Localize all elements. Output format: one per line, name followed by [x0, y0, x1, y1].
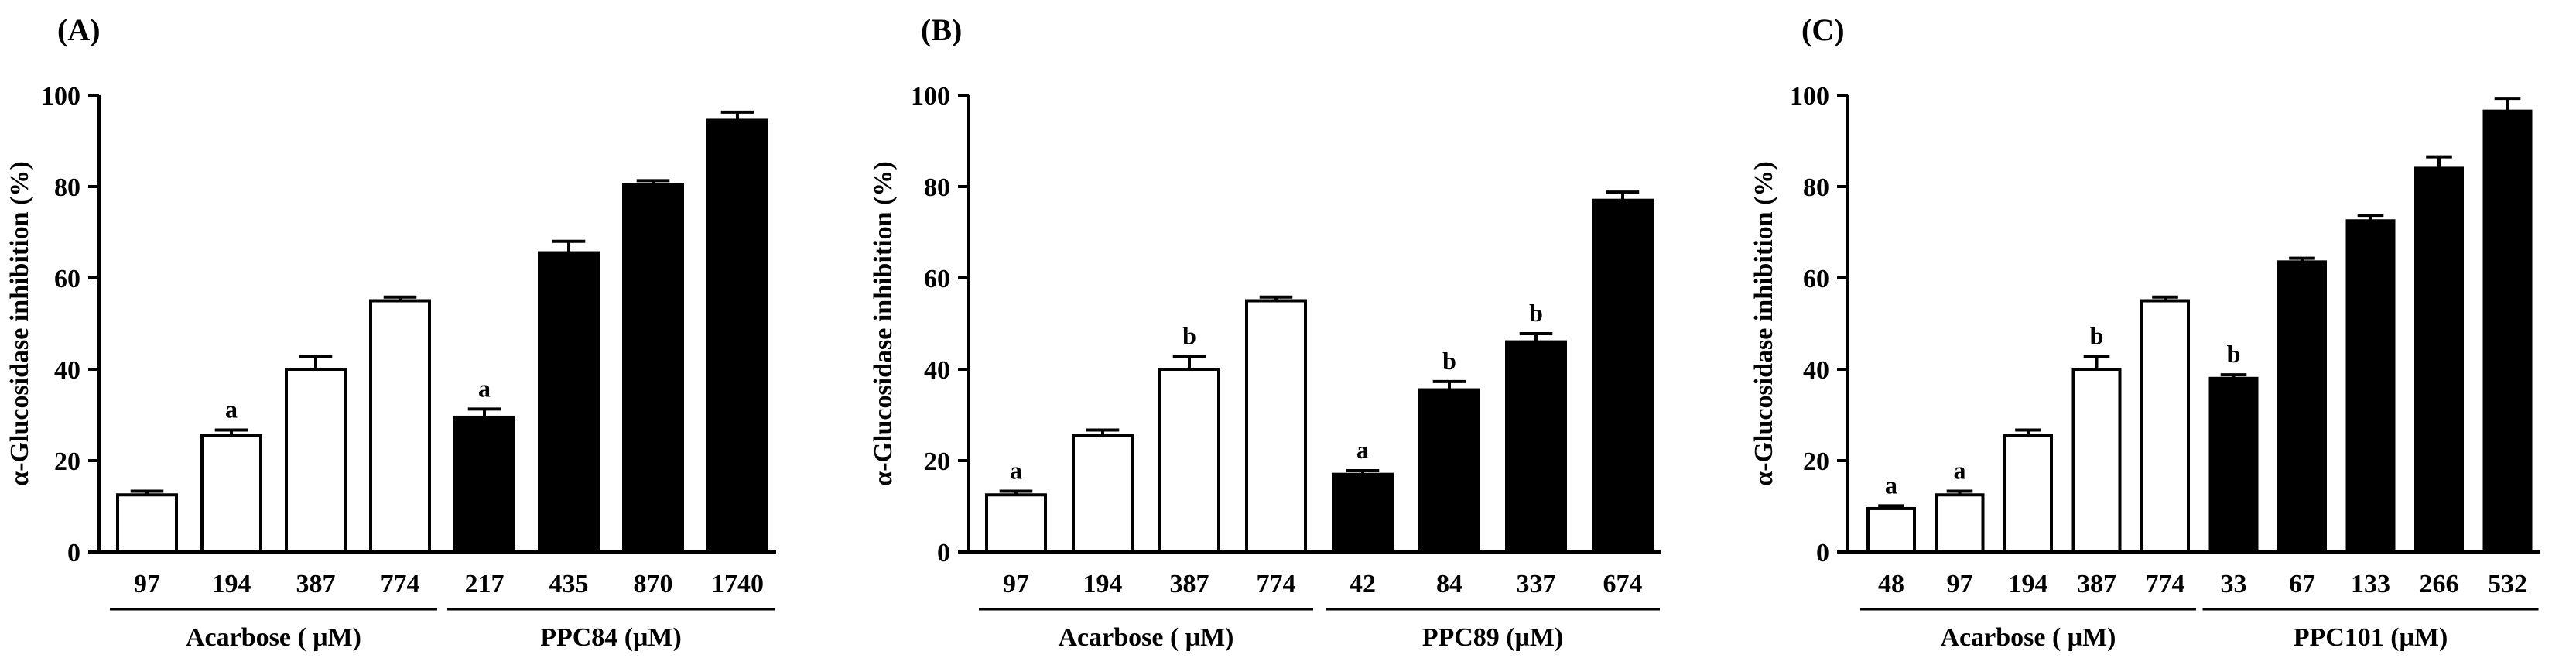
x-tick-label: 774 [381, 570, 420, 598]
y-tick-label: 20 [924, 447, 950, 476]
x-tick-label: 387 [2077, 570, 2116, 598]
bar-194 [1072, 434, 1134, 554]
bar-1740 [706, 118, 768, 554]
bar-48 [1866, 506, 1916, 554]
x-tick-label: 97 [1947, 570, 1973, 598]
panel-label: (A) [57, 12, 101, 47]
y-tick-label: 40 [54, 356, 80, 385]
significance-letter: a [1954, 457, 1966, 485]
panel-label: (B) [921, 12, 962, 47]
y-tick-label: 60 [924, 265, 950, 293]
bar-435 [538, 251, 600, 554]
panel-label: (C) [1801, 12, 1845, 47]
x-tick-label: 532 [2488, 570, 2527, 598]
y-axis-title: α-Glucosidase inhibition (%) [1750, 161, 1778, 486]
significance-letter: a [1885, 471, 1897, 499]
group-label: PPC89 (μM) [1422, 623, 1564, 652]
x-tick-label: 774 [1257, 570, 1296, 598]
x-tick-label: 48 [1878, 570, 1904, 598]
x-tick-label: 84 [1436, 570, 1462, 598]
x-tick-label: 97 [134, 570, 160, 598]
bar-42 [1332, 472, 1394, 554]
x-tick-label: 194 [1083, 570, 1123, 598]
bar-97 [116, 493, 178, 554]
bar-674 [1592, 198, 1654, 554]
x-tick-label: 67 [2289, 570, 2315, 598]
chart-panel-b: (B) α-Glucosidase inhibition (%) 0 20 40 60 80… [869, 12, 1661, 652]
bar-266 [2414, 166, 2464, 554]
x-tick-label: 387 [296, 570, 336, 598]
x-tick-label: 133 [2351, 570, 2390, 598]
x-tick-label: 194 [2009, 570, 2048, 598]
bar-33 [2208, 376, 2259, 554]
group-label: Acarbose ( μM) [1941, 623, 2116, 652]
group-label: Acarbose ( μM) [1059, 623, 1234, 652]
chart-panel-c: (C) α-Glucosidase inhibition (%) 0 20 40 60 80… [1750, 12, 2540, 652]
x-tick-label: 870 [634, 570, 673, 598]
significance-letter: a [478, 374, 491, 402]
bar-387 [2071, 368, 2122, 554]
significance-letter: a [225, 395, 238, 423]
x-tick-label: 337 [1517, 570, 1556, 598]
y-tick-label: 80 [54, 173, 80, 202]
y-axis-title: α-Glucosidase inhibition (%) [869, 161, 898, 486]
y-tick-label: 20 [54, 447, 80, 476]
y-axis-title: α-Glucosidase inhibition (%) [5, 161, 34, 486]
significance-letter: a [1356, 436, 1369, 464]
significance-letter: b [1182, 321, 1196, 349]
y-tick-label: 80 [1803, 173, 1829, 202]
y-tick-label: 20 [1803, 447, 1829, 476]
y-tick-label: 80 [924, 173, 950, 202]
x-tick-label: 266 [2420, 570, 2459, 598]
bar-774 [2140, 299, 2190, 554]
group-label: Acarbose ( μM) [186, 623, 361, 652]
bar-774 [1245, 299, 1307, 554]
y-tick-label: 0 [1816, 539, 1829, 567]
bar-67 [2277, 260, 2327, 554]
y-tick-label: 40 [1803, 356, 1829, 385]
x-tick-label: 194 [212, 570, 251, 598]
y-tick-label: 0 [937, 539, 950, 567]
y-tick-label: 100 [911, 82, 950, 111]
bar-387 [285, 368, 347, 554]
bar-774 [369, 299, 431, 554]
group-label: PPC84 (μM) [540, 623, 682, 652]
y-tick-label: 100 [41, 82, 80, 111]
bar-97 [985, 493, 1047, 554]
x-tick-label: 1740 [711, 570, 764, 598]
significance-letter: b [1529, 299, 1543, 327]
x-tick-label: 435 [549, 570, 589, 598]
bar-97 [1935, 493, 1985, 554]
bar-84 [1418, 388, 1480, 554]
significance-letter: a [1010, 457, 1022, 485]
x-tick-label: 774 [2146, 570, 2185, 598]
bar-133 [2345, 219, 2396, 554]
x-tick-label: 33 [2221, 570, 2247, 598]
bar-194 [2003, 434, 2053, 554]
x-tick-label: 674 [1603, 570, 1643, 598]
bar-194 [200, 434, 262, 554]
x-tick-label: 97 [1003, 570, 1029, 598]
x-tick-label: 217 [465, 570, 505, 598]
significance-letter: b [1442, 347, 1456, 375]
chart-panel-a: (A) α-Glucosidase inhibition (%) 0 20 40 60 80… [5, 12, 776, 652]
bar-532 [2482, 109, 2533, 554]
significance-letter: b [2090, 321, 2104, 349]
group-label: PPC101 (μM) [2294, 623, 2448, 652]
bar-870 [622, 183, 684, 554]
y-tick-label: 60 [54, 265, 80, 293]
bar-337 [1505, 340, 1567, 554]
y-tick-label: 60 [1803, 265, 1829, 293]
x-tick-label: 387 [1170, 570, 1209, 598]
significance-letter: b [2227, 340, 2241, 368]
x-tick-label: 42 [1350, 570, 1376, 598]
bar-387 [1158, 368, 1220, 554]
y-tick-label: 40 [924, 356, 950, 385]
y-tick-label: 0 [67, 539, 80, 567]
bar-217 [453, 415, 515, 554]
y-tick-label: 100 [1790, 82, 1829, 111]
